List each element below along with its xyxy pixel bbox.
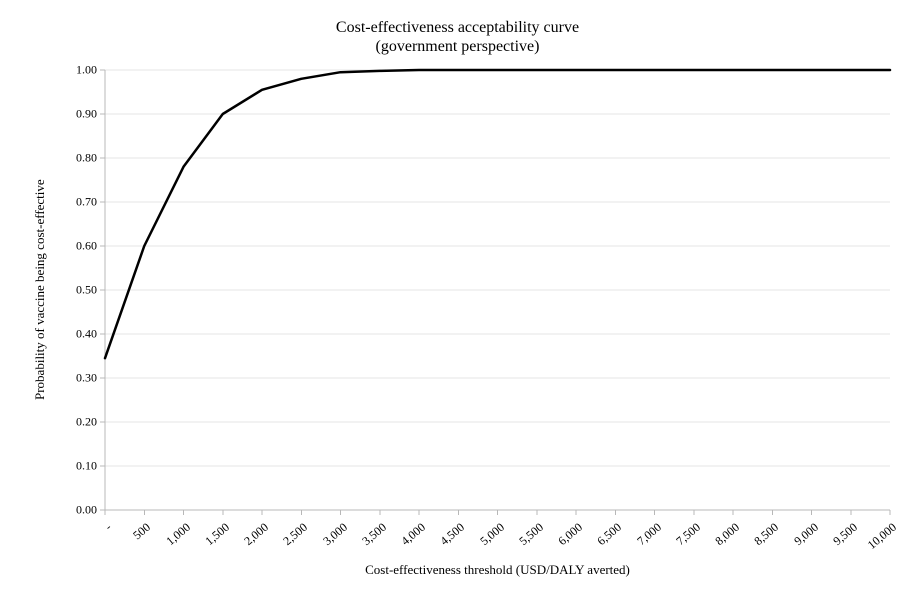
y-tick-label: 0.80 xyxy=(57,151,97,166)
series-line-probability xyxy=(105,70,890,358)
y-tick-label: 0.70 xyxy=(57,195,97,210)
y-axis-label: Probability of vaccine being cost-effect… xyxy=(32,179,48,400)
y-tick-label: 1.00 xyxy=(57,63,97,78)
y-tick-label: 0.30 xyxy=(57,371,97,386)
y-tick-label: 0.20 xyxy=(57,415,97,430)
y-tick-label: 0.90 xyxy=(57,107,97,122)
y-tick-label: 0.10 xyxy=(57,459,97,474)
y-tick-label: 0.00 xyxy=(57,503,97,518)
y-tick-label: 0.60 xyxy=(57,239,97,254)
chart-plot-svg xyxy=(0,0,915,595)
chart-container: Cost-effectiveness acceptability curve (… xyxy=(0,0,915,595)
y-tick-label: 0.50 xyxy=(57,283,97,298)
y-tick-label: 0.40 xyxy=(57,327,97,342)
x-axis-label: Cost-effectiveness threshold (USD/DALY a… xyxy=(105,562,890,578)
